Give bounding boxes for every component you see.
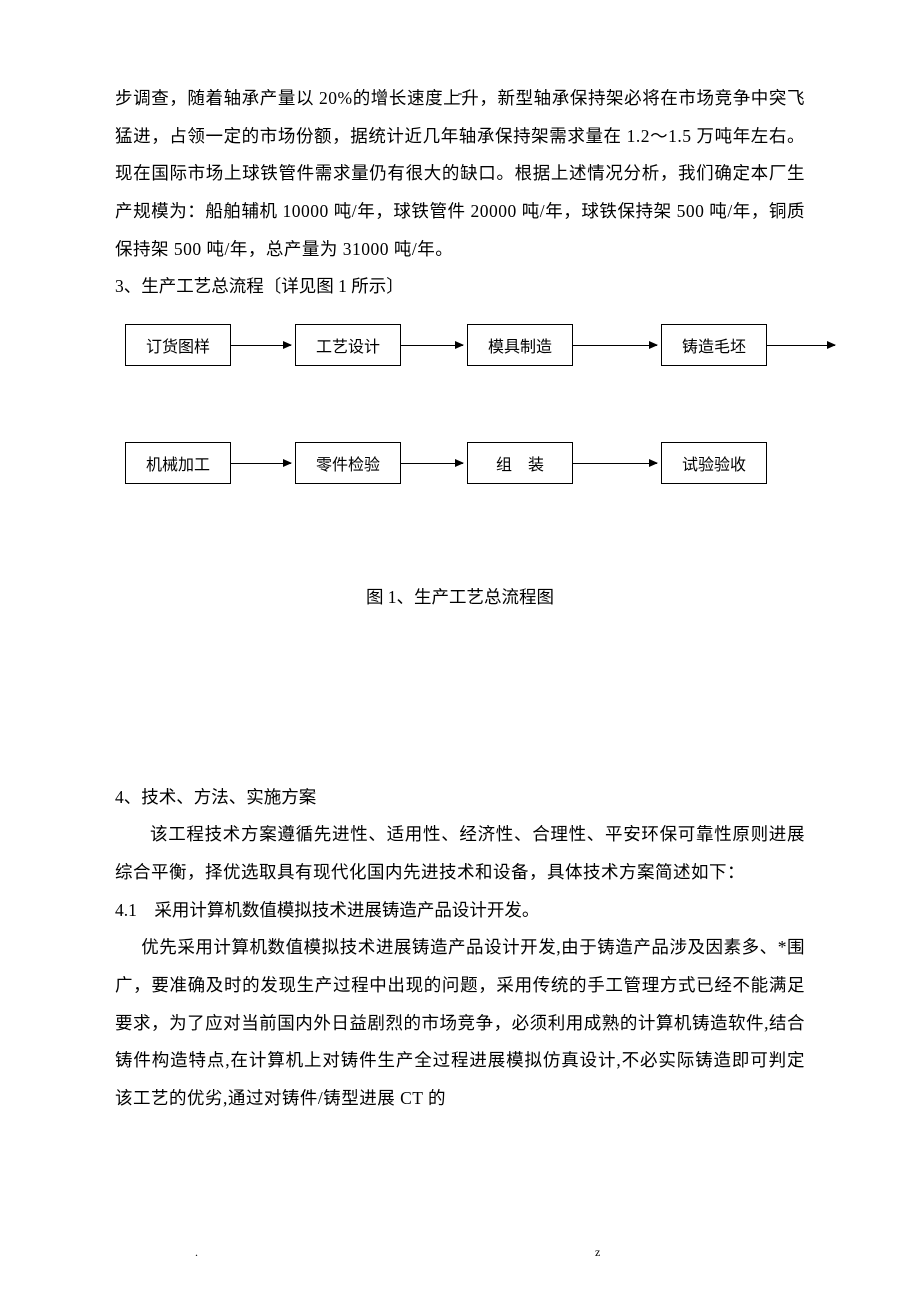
para4a-text: 该工程技术方案遵循先进性、适用性、经济性、合理性、平安环保可靠性原则进展综合平衡… (115, 816, 805, 891)
flow-node-r1-3: 模具制造 (467, 324, 573, 366)
footer-right: z (595, 1245, 600, 1260)
flow-arrow-r2-1 (231, 463, 291, 464)
footer-left: . (195, 1245, 198, 1260)
flow-arrow-r1-3 (573, 345, 657, 346)
flow-node-r1-1: 订货图样 (125, 324, 231, 366)
flow-node-r2-2: 零件检验 (295, 442, 401, 484)
flow-node-r1-4: 铸造毛坯 (661, 324, 767, 366)
page-header-dash: - (458, 86, 463, 102)
para41-text: 优先采用计算机数值模拟技术进展铸造产品设计开发,由于铸造产品涉及因素多、*围广，… (115, 929, 805, 1117)
flow-arrow-r2-2 (401, 463, 463, 464)
flow-node-r2-3: 组 装 (467, 442, 573, 484)
flow-node-r1-2: 工艺设计 (295, 324, 401, 366)
paragraph-41: 优先采用计算机数值模拟技术进展铸造产品设计开发,由于铸造产品涉及因素多、*围广，… (115, 929, 805, 1117)
flow-arrow-r1-2 (401, 345, 463, 346)
para1-text: 步调查，随着轴承产量以 20%的增长速度上升，新型轴承保持架必将在市场竞争中突飞… (115, 80, 805, 268)
flow-node-r2-4: 试验验收 (661, 442, 767, 484)
flow-arrow-r2-3 (573, 463, 657, 464)
flow-arrow-r1-4 (767, 345, 835, 346)
flow-arrow-r1-1 (231, 345, 291, 346)
flowchart: 订货图样 工艺设计 模具制造 铸造毛坯 机械加工 零件检验 组 装 试验验收 (115, 324, 805, 524)
flow-node-r2-1: 机械加工 (125, 442, 231, 484)
heading-section-4: 4、技术、方法、实施方案 (115, 779, 805, 817)
heading-section-4-1: 4.1 采用计算机数值模拟技术进展铸造产品设计开发。 (115, 892, 805, 930)
figure-caption: 图 1、生产工艺总流程图 (115, 584, 805, 609)
paragraph-1: 步调查，随着轴承产量以 20%的增长速度上升，新型轴承保持架必将在市场竞争中突飞… (115, 80, 805, 268)
paragraph-4a: 该工程技术方案遵循先进性、适用性、经济性、合理性、平安环保可靠性原则进展综合平衡… (115, 816, 805, 891)
heading-section-3: 3、生产工艺总流程〔详见图 1 所示〕 (115, 268, 805, 306)
